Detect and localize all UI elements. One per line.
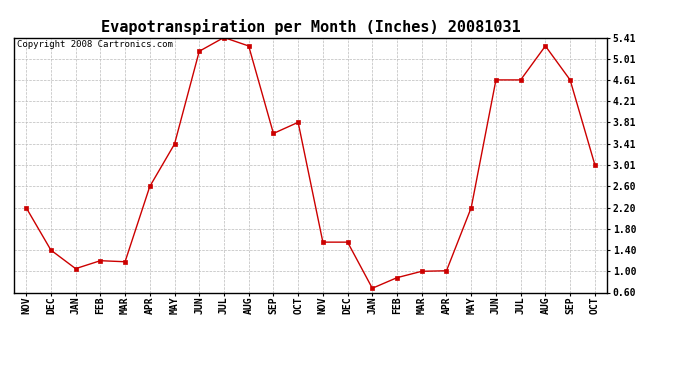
Text: Copyright 2008 Cartronics.com: Copyright 2008 Cartronics.com (17, 40, 172, 49)
Title: Evapotranspiration per Month (Inches) 20081031: Evapotranspiration per Month (Inches) 20… (101, 19, 520, 35)
